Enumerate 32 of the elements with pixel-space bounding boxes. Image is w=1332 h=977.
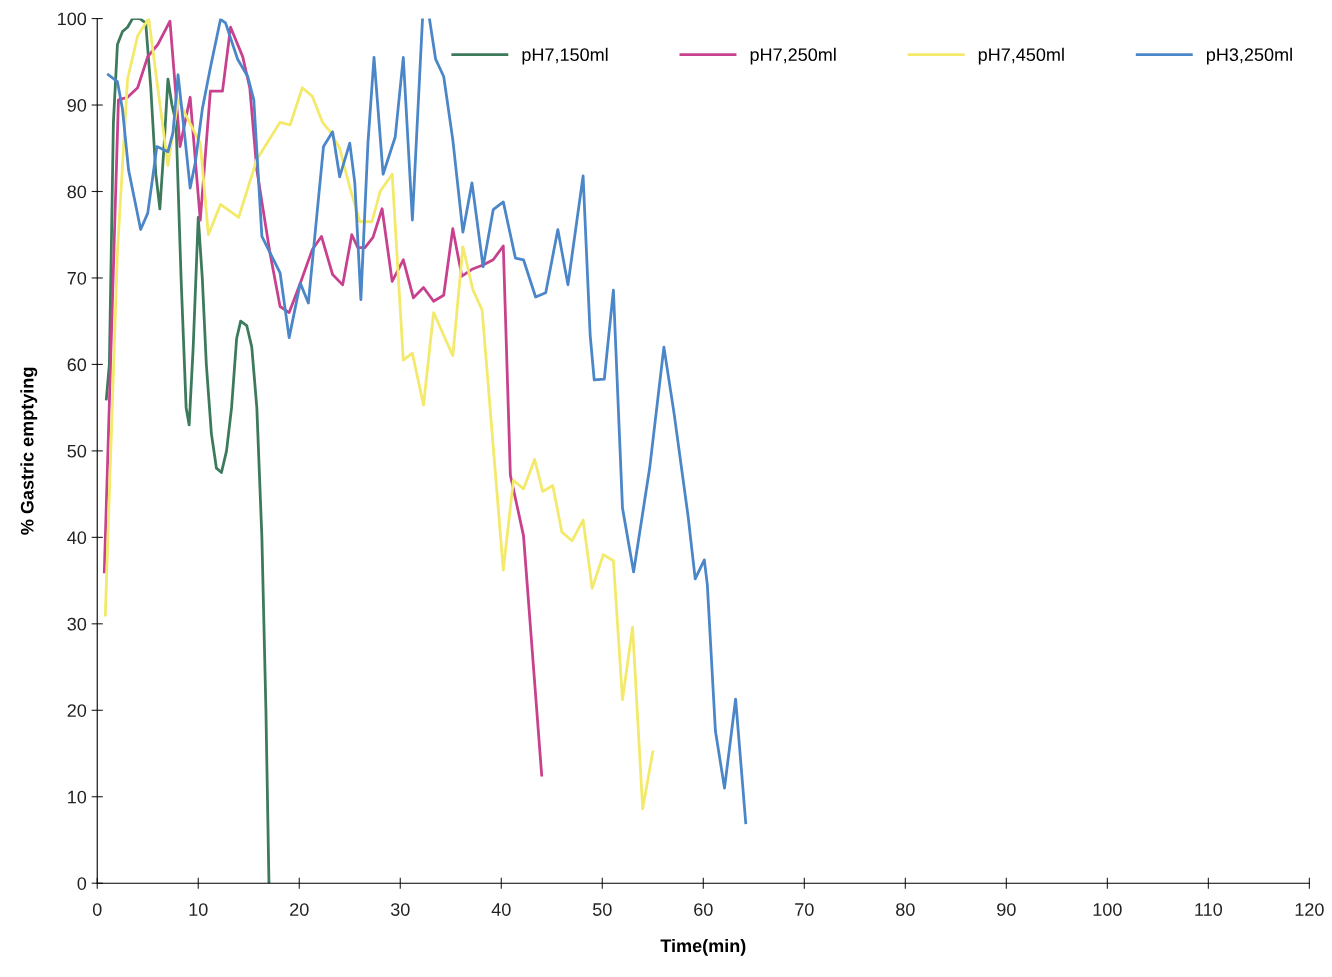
y-tick-label: 10 bbox=[68, 790, 87, 804]
y-tick-label: 90 bbox=[67, 98, 87, 112]
legend-label: pH7,150ml bbox=[522, 47, 608, 65]
x-tick-label: 0 bbox=[92, 903, 102, 916]
x-tick-label: 50 bbox=[592, 903, 612, 916]
x-tick-label: 110 bbox=[1195, 903, 1223, 916]
y-tick-label: 0 bbox=[77, 877, 87, 890]
x-tick-label: 60 bbox=[694, 903, 713, 916]
x-tick-label: 80 bbox=[896, 903, 915, 916]
x-tick-label: 120 bbox=[1295, 903, 1324, 916]
y-tick-label: 50 bbox=[67, 444, 87, 458]
x-tick-label: 100 bbox=[1093, 903, 1122, 916]
line-series bbox=[103, 18, 655, 811]
x-tick-label: 40 bbox=[491, 903, 511, 916]
legend-label: pH7,450ml bbox=[978, 47, 1064, 65]
x-axis-title: Time(min) bbox=[660, 938, 746, 956]
y-tick-label: 20 bbox=[67, 704, 87, 717]
x-tick-label: 20 bbox=[290, 903, 309, 916]
y-tick-label: 60 bbox=[67, 358, 87, 372]
x-tick-label: 30 bbox=[390, 903, 410, 916]
legend-label: pH3,250ml bbox=[1206, 47, 1292, 65]
x-tick-label: 10 bbox=[189, 903, 208, 916]
x-tick-label: 90 bbox=[997, 903, 1016, 916]
y-tick-label: 30 bbox=[67, 617, 87, 631]
y-tick-label: 40 bbox=[67, 531, 87, 545]
x-tick-label: 70 bbox=[795, 903, 814, 916]
line-series bbox=[104, 18, 271, 884]
y-tick-label: 70 bbox=[67, 271, 87, 285]
y-tick-label: 100 bbox=[58, 12, 87, 26]
y-axis-title: % Gastric emptying bbox=[20, 367, 38, 535]
legend-label: pH7,250ml bbox=[750, 47, 836, 65]
y-tick-label: 80 bbox=[67, 185, 87, 199]
